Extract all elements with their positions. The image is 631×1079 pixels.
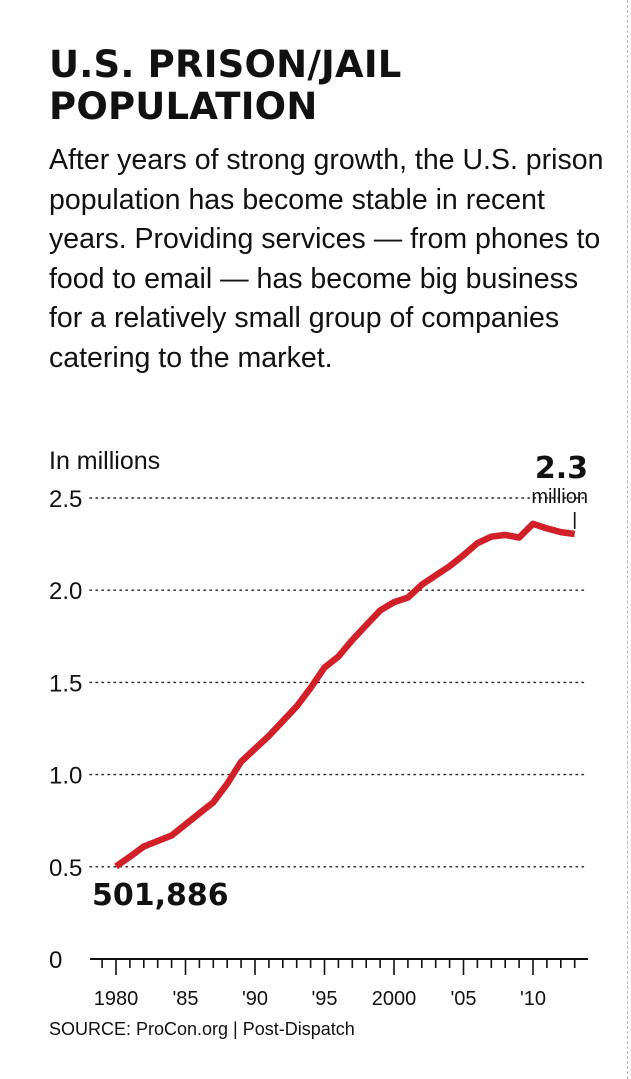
y-axis-ticks: 0 0.5 1.0 1.5 2.0 2.5 — [49, 486, 82, 974]
page-edge-rule — [627, 0, 628, 1079]
x-tick-label: '85 — [172, 988, 198, 1010]
chart-title: U.S. PRISON/JAIL POPULATION — [49, 43, 402, 128]
y-tick-label: 0 — [49, 947, 62, 974]
x-axis — [90, 958, 588, 975]
end-value-label: 2.3 — [535, 451, 588, 486]
x-tick-label: '10 — [520, 988, 546, 1010]
y-tick-label: 2.0 — [49, 578, 82, 605]
series-line — [114, 520, 576, 870]
x-tick-label: '05 — [450, 988, 476, 1010]
y-tick-label: 0.5 — [49, 855, 82, 882]
x-tick-label: 2000 — [372, 988, 417, 1010]
y-tick-label: 1.5 — [49, 670, 82, 697]
start-value-label: 501,886 — [92, 878, 229, 913]
series — [114, 520, 576, 870]
y-tick-label: 2.5 — [49, 486, 82, 513]
x-tick-label: '90 — [242, 988, 268, 1010]
y-axis-unit-label: In millions — [49, 447, 161, 475]
end-unit-label: million — [531, 486, 588, 508]
annotations: 501,886 2.3 million — [92, 451, 588, 913]
chart-subtitle: After years of strong growth, the U.S. p… — [49, 144, 604, 374]
y-tick-label: 1.0 — [49, 763, 82, 790]
gridlines — [89, 497, 589, 868]
x-axis-ticks: 1980 '85 '90 '95 2000 '05 '10 — [94, 988, 546, 1010]
x-tick-label: '95 — [311, 988, 337, 1010]
x-tick-label: 1980 — [94, 988, 139, 1010]
source-credit: SOURCE: ProCon.org | Post-Dispatch — [49, 1019, 355, 1039]
